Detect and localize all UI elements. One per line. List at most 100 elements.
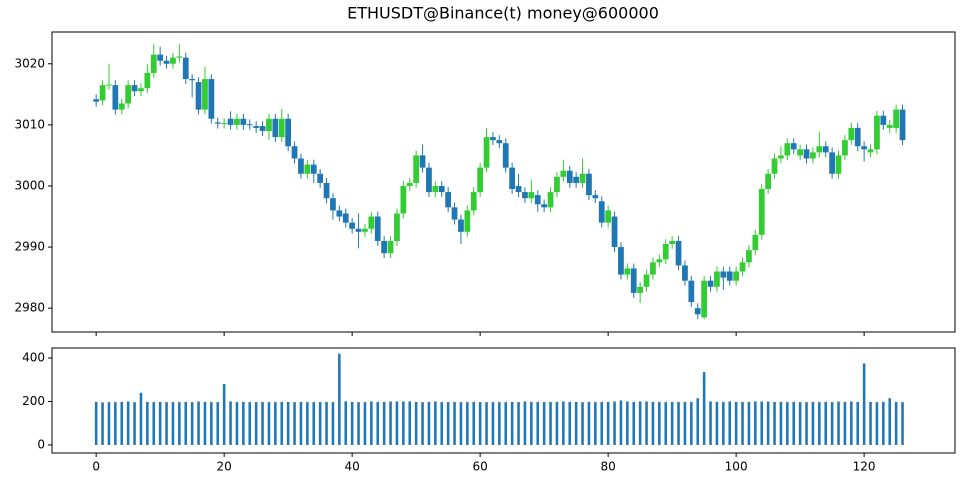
volume-bar — [811, 401, 815, 445]
volume-bar — [325, 401, 328, 445]
candle-body — [816, 146, 823, 153]
candle-body — [362, 228, 368, 232]
candle-body — [656, 259, 663, 263]
candle-body — [579, 173, 586, 183]
candle-body — [605, 210, 612, 223]
volume-bar — [120, 401, 124, 445]
y-tick-label: 200 — [22, 394, 45, 408]
candle-body — [509, 167, 516, 190]
volume-bar — [146, 401, 149, 445]
candle-body — [291, 146, 298, 159]
candle-body — [778, 155, 784, 159]
volume-bar — [728, 401, 732, 445]
volume-bar — [382, 401, 386, 445]
candle-body — [854, 127, 861, 147]
volume-bar — [824, 401, 828, 445]
candle-body — [547, 192, 554, 208]
volume-bar — [395, 401, 399, 445]
candle-body — [573, 176, 580, 183]
volume-bar — [594, 402, 597, 445]
volume-bar — [862, 363, 866, 445]
volume-bar — [786, 402, 789, 445]
candle-body — [272, 118, 279, 138]
y-tick-label: 2980 — [14, 301, 45, 315]
candle-body — [490, 137, 496, 141]
y-tick-label: 0 — [37, 437, 45, 451]
volume-bar — [875, 402, 879, 445]
candle-body — [592, 195, 599, 199]
volume-bar — [408, 401, 412, 445]
volume-bar — [491, 402, 495, 445]
volume-bar — [357, 402, 360, 445]
candle-body — [618, 247, 624, 275]
candle-body — [253, 126, 260, 128]
volume-bar — [638, 401, 642, 445]
candle-body — [451, 207, 458, 220]
candle-body — [726, 271, 733, 281]
volume-bar — [734, 401, 738, 445]
candle-body — [739, 262, 746, 272]
candle-body — [701, 280, 708, 318]
candle-body — [445, 192, 452, 208]
volume-bar — [517, 402, 520, 445]
candle-body — [387, 240, 394, 254]
candle-body — [502, 143, 509, 168]
candle-body — [246, 124, 253, 126]
candle-body — [176, 56, 183, 58]
x-tick-label: 80 — [600, 460, 615, 474]
volume-bar — [581, 402, 584, 445]
candle-body — [483, 137, 490, 168]
volume-bar — [158, 401, 162, 445]
volume-bar — [94, 401, 98, 445]
x-tick-label: 100 — [725, 460, 748, 474]
volume-bar — [485, 402, 488, 445]
candle-body — [131, 85, 138, 92]
candle-body — [797, 149, 804, 156]
volume-bar — [606, 401, 610, 445]
y-tick-label: 3010 — [14, 117, 45, 131]
candle-body — [99, 85, 106, 101]
volume-bar — [459, 402, 463, 445]
y-tick-label: 3020 — [14, 56, 45, 70]
volume-bar — [242, 401, 245, 445]
volume-bar — [530, 401, 533, 445]
volume-bar — [299, 401, 303, 445]
volume-bar — [440, 402, 444, 445]
candle-body — [112, 85, 119, 110]
volume-bar — [267, 402, 271, 445]
chart-title: ETHUSDT@Binance(t) money@600000 — [347, 4, 659, 23]
volume-bar — [261, 401, 264, 445]
candle-body — [106, 84, 112, 86]
volume-bar — [370, 401, 373, 445]
candle-body — [650, 262, 656, 275]
volume-bar — [702, 372, 706, 445]
volume-bar — [536, 401, 540, 445]
candle-body — [234, 118, 240, 125]
volume-bar — [139, 392, 143, 445]
candle-body — [214, 122, 221, 124]
volume-bar — [472, 401, 476, 445]
volume-bar — [312, 402, 316, 445]
candle-body — [202, 79, 208, 110]
candle-body — [227, 118, 234, 125]
candle-body — [643, 274, 650, 287]
volume-bar — [414, 401, 418, 445]
volume-bar — [466, 402, 469, 445]
candle-body — [829, 152, 836, 174]
candle-body — [707, 280, 714, 287]
volume-bar — [510, 401, 514, 445]
volume-bar — [523, 401, 527, 445]
candle-body — [758, 189, 765, 235]
volume-bar — [568, 401, 572, 445]
candle-body — [285, 118, 292, 147]
candle-body — [541, 204, 548, 208]
candle-body — [694, 308, 701, 315]
candle-body — [675, 240, 682, 266]
volume-bar — [798, 402, 802, 445]
volume-bar — [722, 401, 725, 445]
candle-body — [842, 140, 848, 156]
volume-bar — [754, 401, 757, 445]
volume-bar — [747, 401, 751, 445]
candle-body — [586, 173, 592, 196]
candle-body — [662, 244, 669, 260]
